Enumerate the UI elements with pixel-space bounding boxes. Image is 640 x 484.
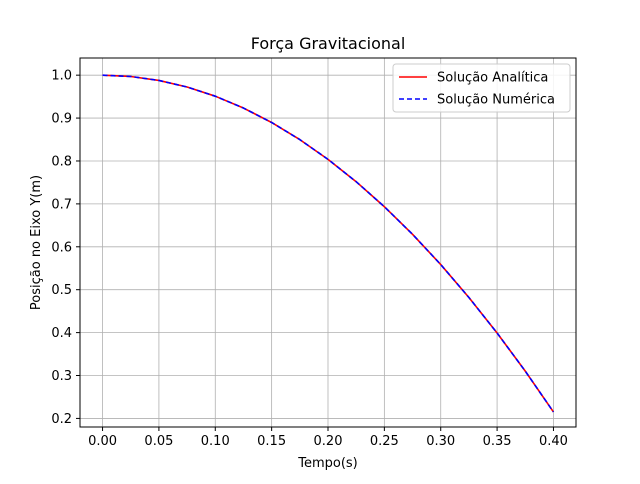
y-tick-label: 0.5 — [51, 283, 72, 298]
y-tick-label: 0.7 — [51, 197, 72, 212]
x-tick-label: 0.00 — [88, 434, 117, 449]
x-tick-label: 0.25 — [370, 434, 399, 449]
x-tick-label: 0.05 — [144, 434, 173, 449]
x-tick-label: 0.20 — [314, 434, 343, 449]
series-layer — [102, 74, 555, 413]
x-tick-label: 0.15 — [257, 434, 286, 449]
series-line-numerica — [102, 74, 555, 413]
chart-title: Força Gravitacional — [251, 34, 406, 53]
y-tick-label: 0.6 — [51, 240, 72, 255]
y-axis-label: Posição no Eixo Y(m) — [29, 175, 44, 310]
y-tick-label: 1.0 — [51, 69, 72, 84]
x-tick-label: 0.10 — [201, 434, 230, 449]
grid — [80, 58, 576, 427]
legend-label: Solução Numérica — [437, 93, 555, 108]
legend-box — [392, 63, 571, 113]
y-tick-label: 0.3 — [51, 369, 72, 384]
y-tick-label: 0.2 — [51, 412, 72, 427]
y-tick-label: 0.8 — [51, 154, 72, 169]
x-tick-label: 0.35 — [483, 434, 512, 449]
x-tick-label: 0.30 — [426, 434, 455, 449]
legend: Solução Analítica Solução Numérica — [392, 63, 571, 113]
x-axis-label: Tempo(s) — [297, 456, 358, 471]
x-tick-label: 0.40 — [539, 434, 568, 449]
y-tick-label: 0.4 — [51, 326, 72, 341]
legend-label: Solução Analítica — [437, 71, 548, 86]
y-tick-label: 0.9 — [51, 112, 72, 127]
ticks: 0.00 0.05 0.10 0.15 0.20 0.25 0.30 0.35 0.40 0.2 0… — [51, 69, 568, 449]
